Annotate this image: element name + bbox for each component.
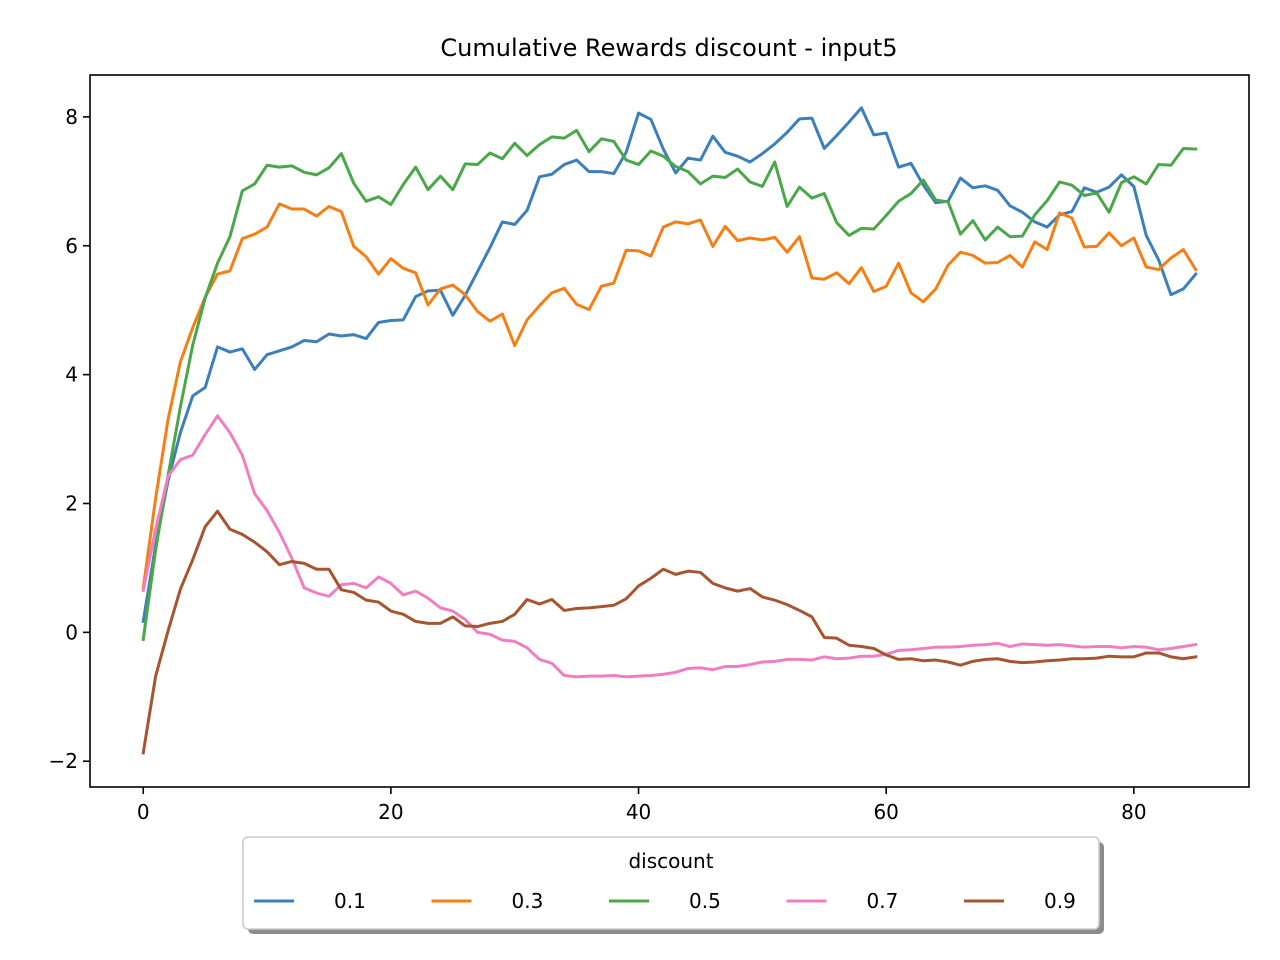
- legend-label-0.1: 0.1: [334, 889, 366, 913]
- x-tick-label: 80: [1121, 800, 1146, 824]
- y-tick-label: 6: [65, 234, 78, 258]
- x-tick-label: 40: [626, 800, 651, 824]
- y-tick-label: −2: [49, 749, 78, 773]
- series-line-0.7: [141, 414, 1198, 679]
- legend-label-0.7: 0.7: [867, 889, 899, 913]
- legend-box: [242, 836, 1100, 930]
- y-tick-label: 2: [65, 491, 78, 515]
- series-line-0.5: [141, 128, 1198, 642]
- legend-label-0.9: 0.9: [1044, 889, 1076, 913]
- series-line-0.1: [141, 106, 1198, 624]
- legend-label-0.3: 0.3: [512, 889, 544, 913]
- y-tick-label: 0: [65, 620, 78, 644]
- x-tick-label: 60: [873, 800, 898, 824]
- y-axis: −2 0 2 4 6 8: [49, 105, 90, 773]
- x-tick-label: 20: [378, 800, 403, 824]
- x-axis: 0 20 40 60 80: [137, 787, 1147, 824]
- legend-items: 0.1 0.3 0.5 0.7 0.9: [254, 889, 1076, 913]
- legend-label-0.5: 0.5: [689, 889, 721, 913]
- x-tick-label: 0: [137, 800, 150, 824]
- series-line-0.9: [141, 509, 1198, 755]
- axes-frame: [89, 74, 1250, 788]
- y-tick-label: 4: [65, 363, 78, 387]
- legend-title: discount: [628, 849, 713, 873]
- series-line-0.3: [141, 202, 1198, 590]
- y-tick-label: 8: [65, 105, 78, 129]
- plot-lines: [141, 106, 1198, 755]
- chart-title: Cumulative Rewards discount - input5: [440, 34, 897, 62]
- legend: discount 0.1 0.3 0.5 0.7 0.9: [242, 836, 1104, 934]
